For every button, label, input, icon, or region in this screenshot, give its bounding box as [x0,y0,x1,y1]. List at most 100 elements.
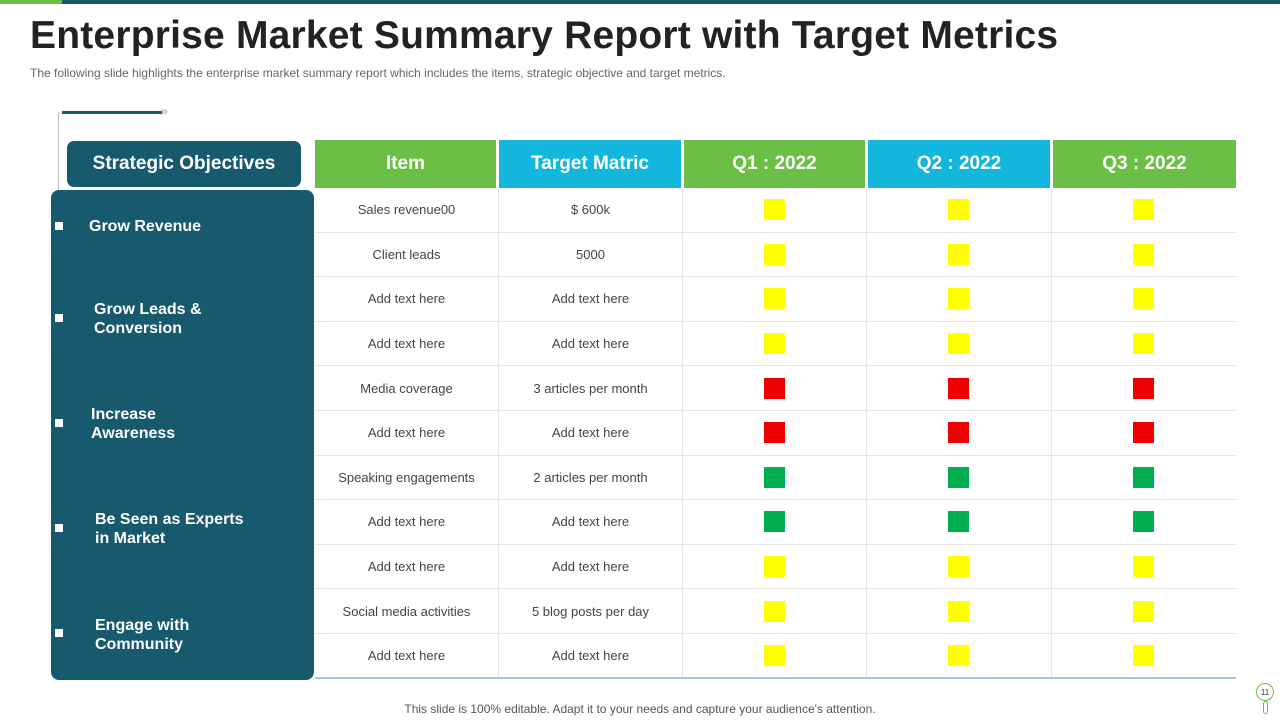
status-cell-q2 [867,232,1052,277]
item-cell: Add text here [315,633,499,677]
status-cell-q1 [683,232,868,277]
status-indicator-green [764,511,786,533]
target-cell: 2 articles per month [499,455,683,500]
table-row: Add text here Add text here [315,544,1236,590]
status-cell-q1 [683,633,868,677]
status-cell-q2 [867,410,1052,455]
table-row: Media coverage 3 articles per month [315,366,1236,411]
column-header-item: Item [315,140,496,188]
status-cell-q1 [683,277,868,321]
strategic-objectives-header: Strategic Objectives [67,141,301,187]
status-indicator-yellow [1133,243,1155,265]
footer-note: This slide is 100% editable. Adapt it to… [404,702,876,716]
target-cell: 3 articles per month [499,366,683,410]
status-cell-q3 [1052,277,1236,321]
status-indicator-yellow [764,288,786,310]
page-subtitle: The following slide highlights the enter… [30,66,726,80]
status-indicator-yellow [764,556,786,578]
status-cell-q1 [683,321,868,366]
item-cell: Add text here [315,321,499,366]
objective-bullet [55,419,63,427]
item-cell: Client leads [315,232,499,277]
status-cell-q3 [1052,500,1236,544]
item-cell: Speaking engagements [315,455,499,500]
status-cell-q1 [683,455,868,500]
page-number-badge: 11 [1256,683,1274,701]
status-cell-q3 [1052,188,1236,232]
status-indicator-yellow [948,644,970,666]
column-header-q3: Q3 : 2022 [1053,140,1236,188]
status-cell-q2 [867,277,1052,321]
objectives-panel [51,190,314,680]
status-cell-q2 [867,500,1052,544]
objective-item: Grow Leads & Conversion [94,301,202,337]
target-cell: 5 blog posts per day [499,589,683,633]
status-cell-q2 [867,455,1052,500]
item-cell: Social media activities [315,589,499,633]
double-chevron-icon: » [160,104,169,120]
status-cell-q1 [683,500,868,544]
objective-item: Be Seen as Experts in Market [95,511,244,547]
target-cell: 5000 [499,232,683,277]
page-badge-tail [1263,701,1268,714]
objective-bullet [55,629,63,637]
status-indicator-yellow [1133,600,1155,622]
target-cell: Add text here [499,544,683,589]
status-cell-q3 [1052,545,1236,589]
target-cell: Add text here [499,321,683,366]
status-indicator-yellow [1133,199,1155,221]
target-cell: Add text here [499,410,683,455]
status-cell-q3 [1052,322,1236,366]
status-indicator-green [948,511,970,533]
table-row: Client leads 5000 [315,232,1236,278]
column-header-target: Target Matric [499,140,681,188]
table-row: Add text here Add text here [315,277,1236,322]
table-row: Sales revenue00 $ 600k [315,188,1236,233]
status-indicator-yellow [1133,333,1155,355]
status-indicator-yellow [764,243,786,265]
status-indicator-red [948,377,970,399]
item-cell: Sales revenue00 [315,188,499,232]
status-indicator-red [1133,422,1155,444]
objective-item: Grow Revenue [89,218,202,235]
item-cell: Add text here [315,410,499,455]
status-indicator-green [948,466,970,488]
target-cell: Add text here [499,500,683,544]
status-indicator-yellow [948,556,970,578]
status-cell-q1 [683,188,868,232]
status-indicator-yellow [948,199,970,221]
status-indicator-green [764,466,786,488]
status-cell-q2 [867,589,1052,633]
table-row: Add text here Add text here [315,321,1236,367]
status-cell-q3 [1052,366,1236,410]
status-indicator-yellow [1133,644,1155,666]
status-cell-q3 [1052,411,1236,455]
status-cell-q3 [1052,589,1236,633]
status-indicator-yellow [948,333,970,355]
status-cell-q1 [683,366,868,410]
table-row: Add text here Add text here [315,500,1236,545]
status-indicator-yellow [948,600,970,622]
target-cell: Add text here [499,633,683,677]
status-indicator-yellow [1133,288,1155,310]
top-accent-bar [0,0,1280,4]
status-indicator-yellow [764,644,786,666]
objective-bullet [55,222,63,230]
status-indicator-green [1133,511,1155,533]
table-body: Sales revenue00 $ 600k Client leads 5000 Add… [315,188,1236,679]
table-row: Add text here Add text here [315,410,1236,456]
top-accent-highlight [0,0,62,4]
table-row: Speaking engagements 2 articles per month [315,455,1236,501]
status-cell-q2 [867,633,1052,677]
status-cell-q3 [1052,456,1236,500]
metrics-table: Item Target Matric Q1 : 2022 Q2 : 2022 Q… [315,140,1236,679]
status-indicator-red [1133,377,1155,399]
item-cell: Media coverage [315,366,499,410]
status-cell-q2 [867,544,1052,589]
status-indicator-yellow [764,600,786,622]
status-indicator-green [1133,466,1155,488]
table-row: Social media activities 5 blog posts per … [315,589,1236,634]
status-indicator-red [948,422,970,444]
status-cell-q3 [1052,233,1236,277]
target-cell: $ 600k [499,188,683,232]
